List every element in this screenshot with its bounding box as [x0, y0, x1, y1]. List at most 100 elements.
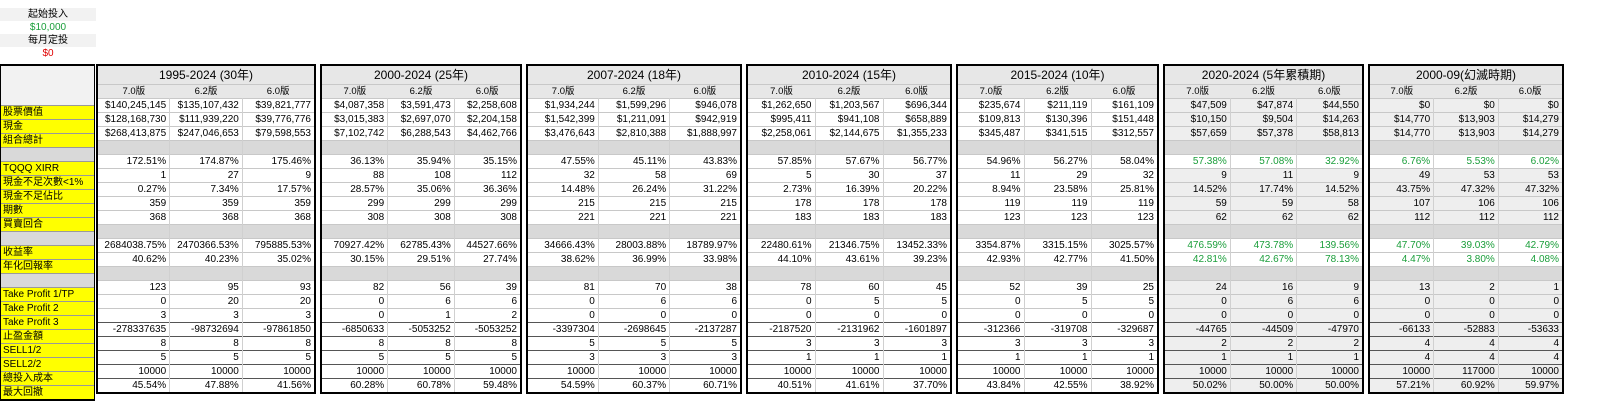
data-cell[interactable]: 42.55% [1024, 378, 1092, 393]
data-cell[interactable]: 10000 [387, 364, 455, 379]
data-cell[interactable]: 26.24% [598, 182, 671, 197]
data-cell[interactable]: -278337635 [97, 322, 171, 337]
separator-cell[interactable] [598, 224, 671, 239]
data-cell[interactable]: -2137287 [669, 322, 741, 337]
data-cell[interactable]: 60.71% [669, 378, 741, 393]
data-cell[interactable]: 7.34% [169, 182, 243, 197]
data-cell[interactable]: 112 [1498, 210, 1563, 225]
data-cell[interactable]: 3 [242, 308, 315, 323]
data-cell[interactable]: $1,599,296 [598, 98, 671, 113]
data-cell[interactable]: 3 [747, 336, 816, 351]
data-cell[interactable]: 57.08% [1230, 154, 1298, 169]
data-cell[interactable]: 29 [1024, 168, 1092, 183]
data-cell[interactable]: 59.97% [1498, 378, 1563, 393]
data-cell[interactable]: 2 [1230, 336, 1298, 351]
data-cell[interactable]: 57.21% [1369, 378, 1435, 393]
data-cell[interactable]: 476.59% [1164, 238, 1231, 253]
data-cell[interactable]: 62 [1230, 210, 1298, 225]
separator-cell[interactable] [1369, 140, 1435, 155]
data-cell[interactable]: 123 [1024, 210, 1092, 225]
separator-cell[interactable] [1091, 140, 1158, 155]
data-cell[interactable]: 42.93% [957, 252, 1025, 267]
data-cell[interactable]: $0 [1498, 98, 1563, 113]
separator-cell[interactable] [242, 140, 315, 155]
separator-cell[interactable] [387, 266, 455, 281]
data-cell[interactable]: 10000 [97, 364, 171, 379]
data-cell[interactable]: 54.59% [527, 378, 599, 393]
row-label[interactable]: 最大回撤 [0, 385, 95, 401]
data-cell[interactable]: 0 [669, 308, 741, 323]
row-label[interactable]: 期數 [0, 203, 95, 218]
monthly-investment-value[interactable]: $0 [42, 48, 54, 59]
data-cell[interactable]: 221 [527, 210, 599, 225]
data-cell[interactable]: $268,413,875 [97, 126, 171, 141]
data-cell[interactable]: 41.56% [242, 378, 315, 393]
data-cell[interactable]: 39.03% [1433, 238, 1499, 253]
data-cell[interactable]: 183 [747, 210, 816, 225]
data-cell[interactable]: 119 [1091, 196, 1158, 211]
data-cell[interactable]: 10000 [169, 364, 243, 379]
data-cell[interactable]: 215 [598, 196, 671, 211]
row-label[interactable]: 股票價值 [0, 105, 95, 120]
separator-cell[interactable] [1433, 140, 1499, 155]
data-cell[interactable]: $0 [1433, 98, 1499, 113]
data-cell[interactable]: 10000 [957, 364, 1025, 379]
data-cell[interactable]: 0 [527, 308, 599, 323]
data-cell[interactable]: 6.02% [1498, 154, 1563, 169]
separator-cell[interactable] [957, 224, 1025, 239]
data-cell[interactable]: 221 [598, 210, 671, 225]
data-cell[interactable]: 9 [242, 168, 315, 183]
data-cell[interactable]: -329687 [1091, 322, 1158, 337]
separator-cell[interactable] [1498, 224, 1563, 239]
data-cell[interactable]: 69 [669, 168, 741, 183]
data-cell[interactable]: 0 [1230, 308, 1298, 323]
data-cell[interactable]: 59 [1164, 196, 1231, 211]
data-cell[interactable]: -2187520 [747, 322, 816, 337]
data-cell[interactable]: $946,078 [669, 98, 741, 113]
data-cell[interactable]: 299 [321, 196, 389, 211]
data-cell[interactable]: 3025.57% [1091, 238, 1158, 253]
data-cell[interactable]: 0 [1433, 308, 1499, 323]
data-cell[interactable]: -1601897 [883, 322, 951, 337]
data-cell[interactable]: 3 [169, 308, 243, 323]
row-label[interactable]: Take Profit 2 [0, 301, 95, 316]
data-cell[interactable]: 308 [321, 210, 389, 225]
data-cell[interactable]: 8 [242, 336, 315, 351]
data-cell[interactable]: -66133 [1369, 322, 1435, 337]
data-cell[interactable]: 795885.53% [242, 238, 315, 253]
data-cell[interactable]: 17.74% [1230, 182, 1298, 197]
data-cell[interactable]: 33.98% [669, 252, 741, 267]
data-cell[interactable]: 299 [387, 196, 455, 211]
data-cell[interactable]: 2.73% [747, 182, 816, 197]
data-cell[interactable]: 36.13% [321, 154, 389, 169]
data-cell[interactable]: 0 [321, 294, 389, 309]
data-cell[interactable]: 20 [242, 294, 315, 309]
data-cell[interactable]: 1 [957, 350, 1025, 365]
data-cell[interactable]: 5 [387, 350, 455, 365]
data-cell[interactable]: 6 [387, 294, 455, 309]
separator-cell[interactable] [169, 266, 243, 281]
data-cell[interactable]: 58 [1296, 196, 1363, 211]
row-label[interactable]: 收益率 [0, 245, 95, 260]
data-cell[interactable]: 60.92% [1433, 378, 1499, 393]
data-cell[interactable]: 1 [1230, 350, 1298, 365]
data-cell[interactable]: $13,903 [1433, 126, 1499, 141]
data-cell[interactable]: $1,355,233 [883, 126, 951, 141]
row-label[interactable]: 買賣回合 [0, 217, 95, 232]
row-label[interactable]: SELL1/2 [0, 343, 95, 358]
data-cell[interactable]: 39.23% [883, 252, 951, 267]
row-label[interactable]: 總投入成本 [0, 371, 95, 386]
data-cell[interactable]: 0 [1164, 294, 1231, 309]
data-cell[interactable]: 47.32% [1498, 182, 1563, 197]
separator-cell[interactable] [669, 266, 741, 281]
data-cell[interactable]: 215 [527, 196, 599, 211]
data-cell[interactable]: 2684038.75% [97, 238, 171, 253]
data-cell[interactable]: 42.79% [1498, 238, 1563, 253]
data-cell[interactable]: 41.50% [1091, 252, 1158, 267]
data-cell[interactable]: $7,102,742 [321, 126, 389, 141]
data-cell[interactable]: 56 [387, 280, 455, 295]
data-cell[interactable]: 27.74% [454, 252, 521, 267]
data-cell[interactable]: $211,119 [1024, 98, 1092, 113]
data-cell[interactable]: 53 [1498, 168, 1563, 183]
data-cell[interactable]: 62 [1296, 210, 1363, 225]
